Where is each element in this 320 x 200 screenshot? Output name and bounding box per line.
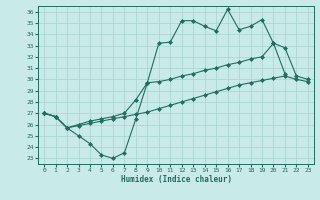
X-axis label: Humidex (Indice chaleur): Humidex (Indice chaleur) [121, 175, 231, 184]
